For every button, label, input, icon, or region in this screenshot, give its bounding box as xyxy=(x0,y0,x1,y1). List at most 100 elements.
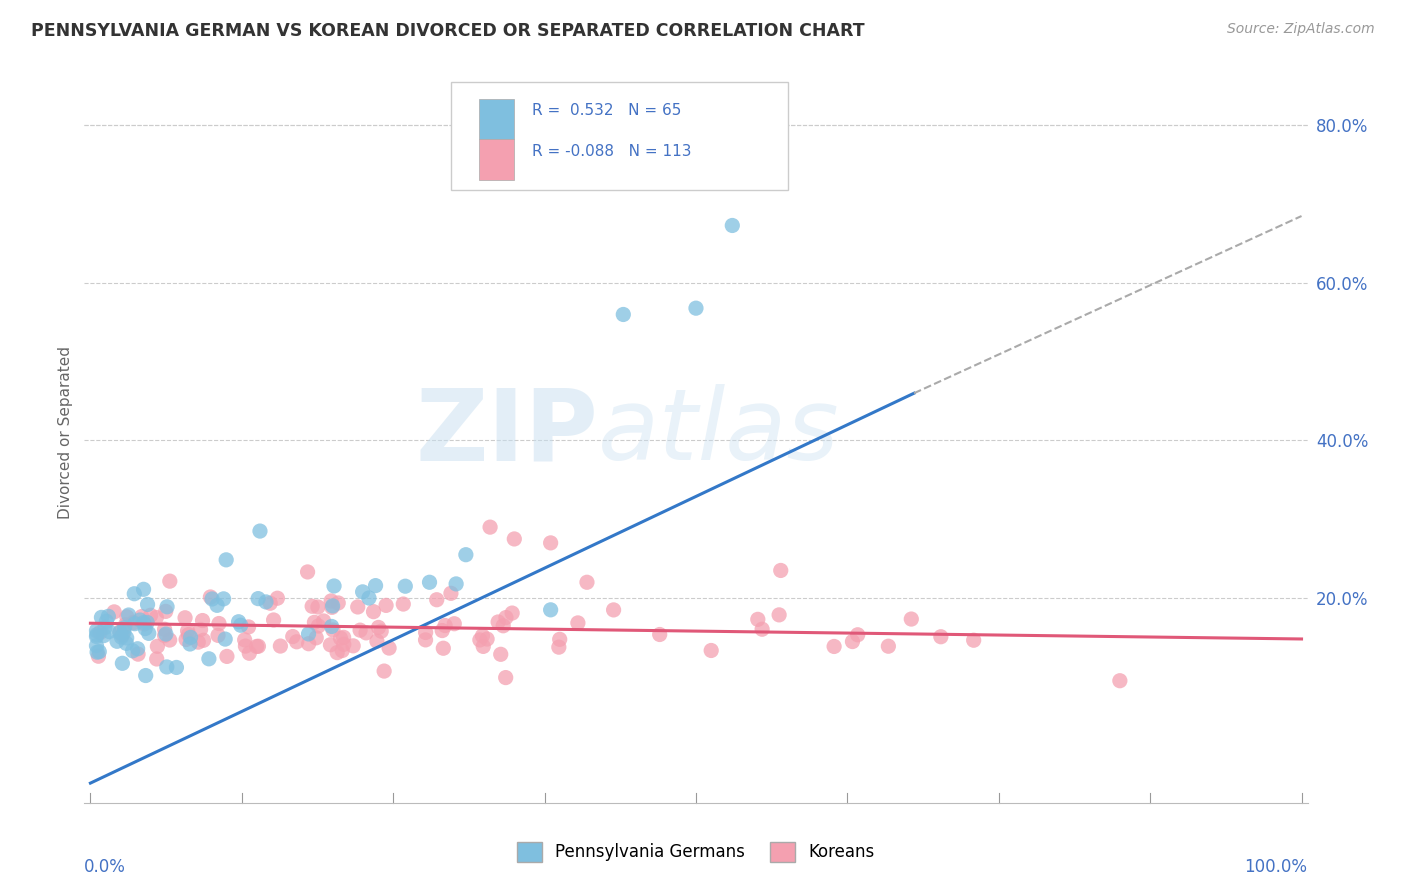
Point xyxy=(86,628,108,642)
Point xyxy=(281,630,304,644)
Point xyxy=(190,623,212,637)
Point xyxy=(115,610,138,624)
Point xyxy=(138,626,160,640)
Point xyxy=(136,615,159,630)
Point xyxy=(247,640,270,654)
Point xyxy=(375,599,398,613)
Text: ZIP: ZIP xyxy=(415,384,598,481)
Point xyxy=(215,553,238,567)
Point xyxy=(354,625,377,640)
Point xyxy=(215,649,238,664)
Point xyxy=(89,645,111,659)
Point xyxy=(305,631,328,645)
Point xyxy=(321,600,343,615)
Point xyxy=(841,634,863,648)
Point xyxy=(103,605,125,619)
Point xyxy=(86,630,108,644)
Point xyxy=(108,624,131,639)
FancyBboxPatch shape xyxy=(479,99,513,139)
Text: PENNSYLVANIA GERMAN VS KOREAN DIVORCED OR SEPARATED CORRELATION CHART: PENNSYLVANIA GERMAN VS KOREAN DIVORCED O… xyxy=(31,22,865,40)
Point xyxy=(495,610,517,624)
Point xyxy=(751,622,773,636)
Point xyxy=(259,596,281,610)
Point xyxy=(159,574,181,589)
Point xyxy=(246,640,269,654)
Point xyxy=(174,632,197,647)
Point xyxy=(357,591,380,605)
Text: 0.0%: 0.0% xyxy=(84,858,127,876)
Point xyxy=(153,622,176,636)
Point xyxy=(329,631,352,645)
Point xyxy=(198,652,221,666)
Point xyxy=(180,631,202,645)
Point xyxy=(118,607,141,622)
Point xyxy=(440,586,463,600)
Point xyxy=(489,648,512,662)
Point xyxy=(721,219,744,233)
Point xyxy=(454,548,477,562)
Point xyxy=(468,632,491,647)
Point xyxy=(349,623,371,637)
Point xyxy=(214,632,236,646)
Point xyxy=(846,628,869,642)
Point xyxy=(249,524,271,538)
Point xyxy=(94,621,117,635)
Point xyxy=(426,592,449,607)
Point xyxy=(86,639,108,653)
Point xyxy=(297,565,319,579)
Point xyxy=(229,618,252,632)
Point xyxy=(322,599,344,613)
Point xyxy=(963,633,986,648)
Point xyxy=(415,632,437,647)
Point xyxy=(900,612,922,626)
Point xyxy=(96,615,118,629)
Point xyxy=(301,599,323,614)
Point xyxy=(127,647,149,661)
Point xyxy=(98,624,121,639)
Point xyxy=(124,587,146,601)
Point xyxy=(685,301,707,315)
Text: R =  0.532   N = 65: R = 0.532 N = 65 xyxy=(531,103,682,119)
Point xyxy=(87,649,110,664)
Text: atlas: atlas xyxy=(598,384,839,481)
Point xyxy=(187,635,209,649)
Text: Source: ZipAtlas.com: Source: ZipAtlas.com xyxy=(1227,22,1375,37)
Point xyxy=(269,639,291,653)
Point xyxy=(153,628,176,642)
Point xyxy=(145,652,167,666)
Point xyxy=(176,624,198,638)
Point xyxy=(238,646,260,660)
Point xyxy=(136,598,159,612)
Point xyxy=(304,615,326,630)
Point xyxy=(319,638,342,652)
Point xyxy=(495,671,517,685)
Point xyxy=(110,630,132,644)
Point xyxy=(155,604,177,618)
FancyBboxPatch shape xyxy=(479,139,513,180)
Point xyxy=(212,591,235,606)
Point xyxy=(392,597,415,611)
Point xyxy=(373,664,395,678)
Point xyxy=(111,628,134,642)
Point xyxy=(434,618,457,632)
Point xyxy=(298,637,321,651)
Point xyxy=(139,608,162,623)
Point xyxy=(111,657,134,671)
Point xyxy=(929,630,952,644)
Point xyxy=(122,615,145,630)
Point xyxy=(877,639,900,653)
Point xyxy=(159,633,181,648)
Point xyxy=(228,615,250,629)
Point xyxy=(134,616,156,631)
Point xyxy=(135,668,157,682)
Y-axis label: Divorced or Separated: Divorced or Separated xyxy=(58,346,73,519)
Point xyxy=(105,634,128,648)
Point xyxy=(165,660,187,674)
Point xyxy=(93,629,115,643)
Point xyxy=(486,615,509,629)
Point xyxy=(191,614,214,628)
Point xyxy=(547,640,569,655)
Point xyxy=(129,613,152,627)
Point xyxy=(179,637,201,651)
Point xyxy=(132,615,155,630)
